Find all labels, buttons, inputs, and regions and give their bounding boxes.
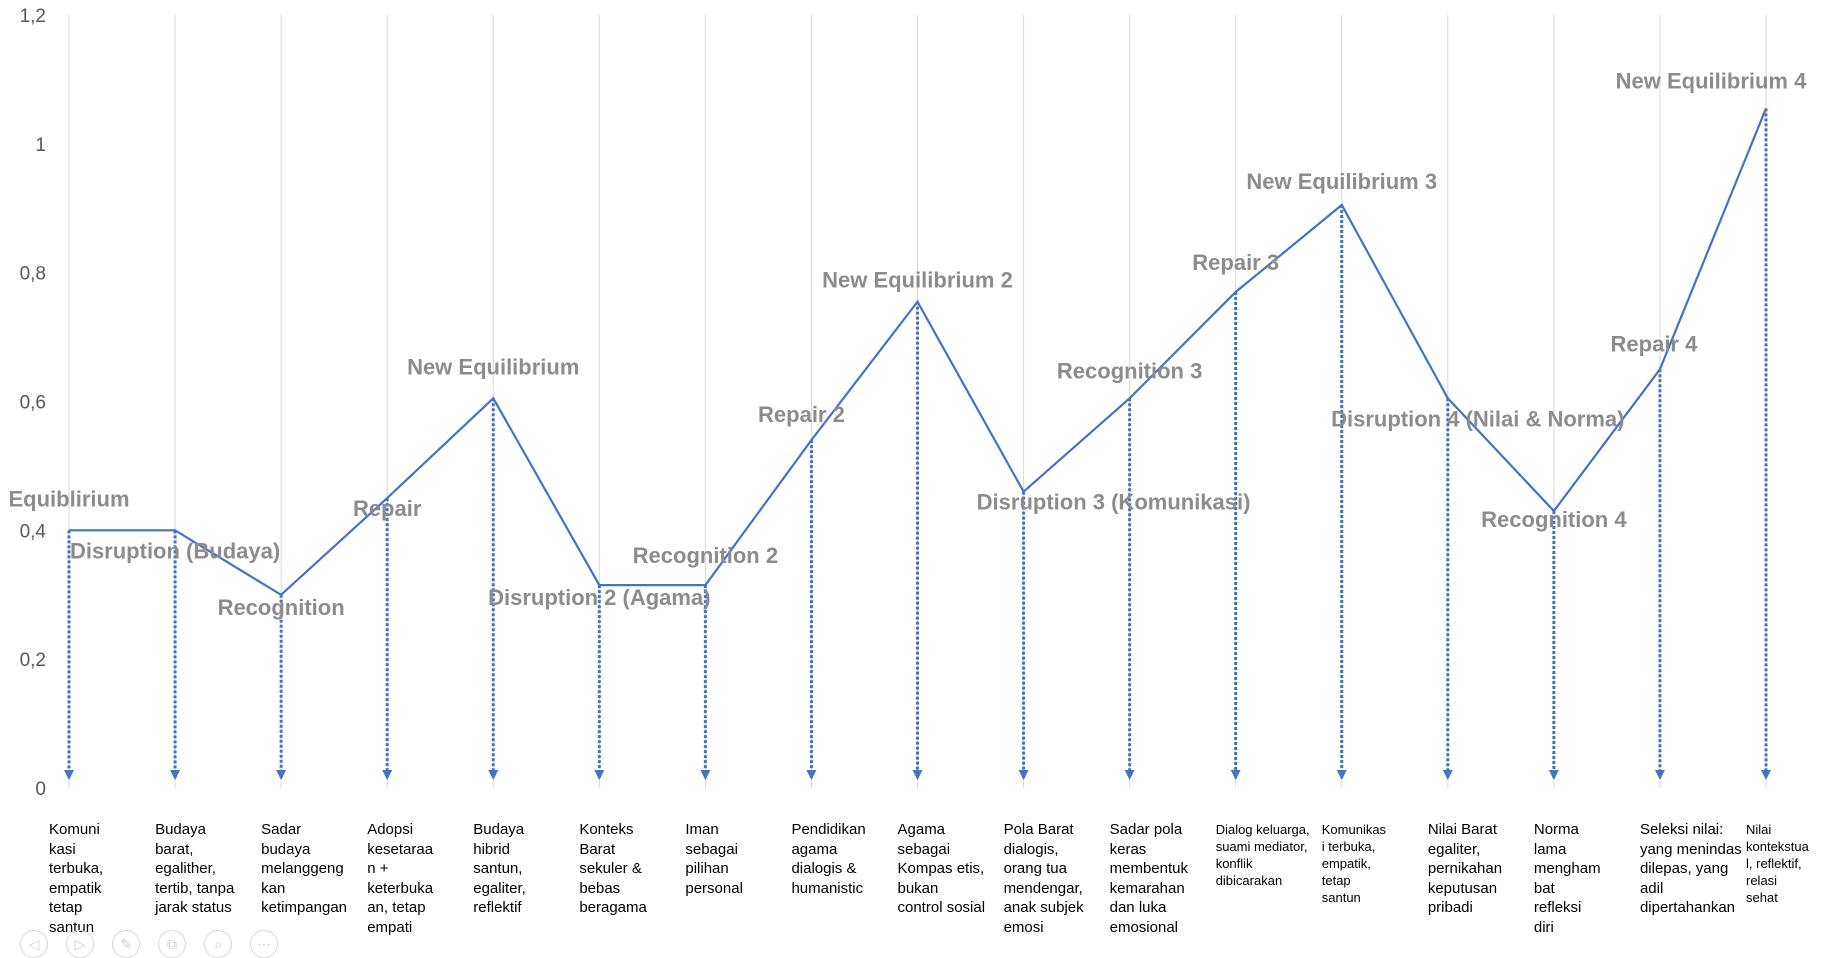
more-icon[interactable]: ⋯: [250, 930, 278, 958]
y-tick-label: 1: [35, 135, 46, 156]
slide-toolbar: ◁ ▷ ✎ ⧉ ⌕ ⋯: [20, 930, 278, 958]
category-label: Komuni kasi terbuka, empatik tetap santu…: [49, 821, 104, 936]
point-label: Repair 3: [1192, 250, 1279, 275]
pen-icon[interactable]: ✎: [112, 930, 140, 958]
category-label: Pola Barat dialogis, orang tua mendengar…: [1003, 821, 1084, 936]
zoom-icon[interactable]: ⌕: [204, 930, 232, 958]
category-label: Budaya hibrid santun, egaliter, reflekti…: [473, 821, 526, 916]
category-label: Seleksi nilai: yang menindas dilepas, ya…: [1639, 821, 1742, 916]
point-label: Repair 4: [1611, 331, 1699, 356]
category-label: Dialog keluarga, suami mediator, konflik…: [1215, 822, 1310, 888]
category-label: Agama sebagai Kompas etis, bukan control…: [897, 821, 986, 916]
series-line: [69, 107, 1768, 597]
point-label: New Equilibrium 4: [1616, 68, 1807, 93]
category-label: Konteks Barat sekuler & bebas beragama: [579, 821, 647, 916]
category-label: Adopsi kesetaraa n + keterbuka an, tetap…: [367, 821, 434, 936]
point-label: New Equilibrium: [407, 354, 579, 379]
point-label: Disruption (Budaya): [70, 538, 280, 563]
point-label: Recognition 2: [633, 543, 778, 568]
point-label: New Equilibrium 2: [822, 268, 1013, 293]
category-label: Nilai kontekstua l, reflektif, relasi se…: [1746, 822, 1809, 905]
point-label: Recognition: [218, 595, 345, 620]
y-tick-label: 0,6: [20, 393, 46, 414]
category-label: Komunikas i terbuka, empatik, tetap sant…: [1321, 822, 1387, 905]
category-label: Sadar budaya melanggeng kan ketimpangan: [261, 821, 348, 916]
slides-icon[interactable]: ⧉: [158, 930, 186, 958]
point-label: Disruption 4 (Nilai & Norma): [1331, 406, 1624, 431]
point-label: Repair 2: [758, 402, 845, 427]
y-tick-label: 0,4: [20, 521, 47, 542]
point-label: Equiblirium: [9, 486, 130, 511]
category-label: Norma lama mengham bat refleksi diri: [1533, 821, 1601, 936]
category-label: Iman sebagai pilihan personal: [685, 821, 743, 897]
point-label: Recognition 3: [1057, 358, 1202, 383]
point-label: Recognition 4: [1481, 507, 1627, 532]
category-label: Sadar pola keras membentuk kemarahan dan…: [1109, 821, 1188, 936]
point-label: New Equilibrium 3: [1246, 169, 1437, 194]
y-tick-label: 0,8: [20, 264, 46, 285]
point-label: Repair: [353, 496, 422, 521]
y-tick-label: 0: [35, 779, 46, 800]
y-tick-label: 0,2: [20, 650, 46, 671]
point-label: Disruption 3 (Komunikasi): [977, 490, 1251, 515]
category-label: Nilai Barat egaliter, pernikahan keputus…: [1427, 821, 1503, 916]
y-tick-label: 1,2: [20, 6, 46, 27]
forward-icon[interactable]: ▷: [66, 930, 94, 958]
category-label: Budaya barat, egalither, tertib, tanpa j…: [155, 821, 235, 916]
back-icon[interactable]: ◁: [20, 930, 48, 958]
point-label: Disruption 2 (Agama): [488, 585, 710, 610]
category-label: Pendidikan agama dialogis & humanistic: [791, 821, 866, 897]
